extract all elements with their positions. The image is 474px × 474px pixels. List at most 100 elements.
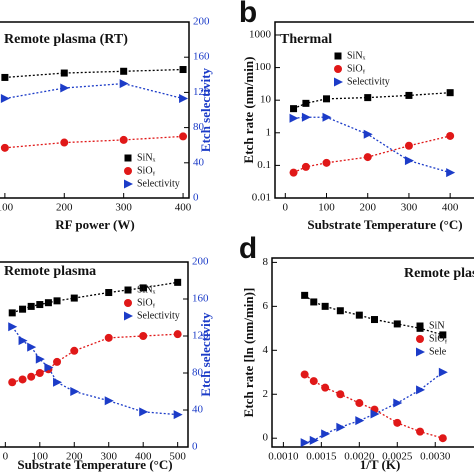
y-tick-label: 2 xyxy=(263,388,269,400)
marker xyxy=(105,289,113,297)
marker xyxy=(446,131,455,140)
y2-tick-label: 160 xyxy=(192,293,209,305)
marker xyxy=(173,330,182,339)
marker xyxy=(44,299,52,307)
marker xyxy=(393,398,403,408)
legend-marker xyxy=(334,65,342,73)
y2-tick-label: 80 xyxy=(192,367,204,379)
y2-tick-label: 200 xyxy=(192,256,209,268)
legend-label: SiOᵧ xyxy=(137,297,156,308)
y-tick-label: 1 xyxy=(266,126,272,138)
marker xyxy=(446,168,456,178)
legend-label: SiNₓ xyxy=(137,284,156,295)
marker xyxy=(301,162,310,171)
y2-tick-label: 40 xyxy=(192,404,204,416)
y-tick-label: 8 xyxy=(263,256,269,268)
marker xyxy=(27,302,35,310)
marker xyxy=(70,294,78,302)
legend-label: SiNₓ xyxy=(137,152,156,163)
legend-marker xyxy=(124,154,132,162)
series-line xyxy=(293,116,451,174)
marker xyxy=(301,291,309,299)
y2-tick-label: 160 xyxy=(193,51,210,63)
marker xyxy=(355,416,365,426)
marker xyxy=(355,399,364,408)
x-tick-label: 0.0010 xyxy=(268,451,299,463)
chart-title: Remote plasma xyxy=(4,264,96,279)
marker xyxy=(321,383,330,392)
y-tick-label: 1000 xyxy=(249,29,272,41)
marker xyxy=(8,322,18,332)
y2-axis-label: Etch selectivity xyxy=(198,312,213,397)
panel-letter: d xyxy=(239,232,257,265)
marker xyxy=(416,427,425,436)
series-line xyxy=(4,68,184,79)
x-tick-label: 0.0025 xyxy=(382,451,413,463)
marker xyxy=(336,307,344,315)
marker xyxy=(363,153,372,162)
marker xyxy=(302,99,310,107)
x-tick-label: 300 xyxy=(115,202,132,214)
legend-label: Selectivity xyxy=(137,178,180,189)
series-line xyxy=(12,333,178,383)
series-line xyxy=(4,82,184,100)
legend-label: Selectivity xyxy=(347,76,390,87)
x-tick-label: 300 xyxy=(100,451,117,463)
legend-marker xyxy=(334,52,342,60)
x-tick-label: 200 xyxy=(359,202,376,214)
marker xyxy=(363,129,373,139)
chart-title: Remote plas xyxy=(404,266,474,281)
marker xyxy=(438,367,448,377)
plot-frame xyxy=(271,257,474,448)
legend-marker xyxy=(416,347,425,357)
marker xyxy=(371,316,378,324)
y-tick-label: 0.1 xyxy=(257,159,271,171)
chart-title: Remote plasma (RT) xyxy=(4,32,128,47)
marker xyxy=(139,332,148,340)
x-tick-label: 400 xyxy=(135,451,152,463)
y2-tick-label: 120 xyxy=(192,330,209,342)
plot-frame xyxy=(0,21,190,199)
x-tick-label: 100 xyxy=(0,202,14,214)
y-axis-label: Etch rate [ln (nm/min)] xyxy=(241,288,256,418)
marker xyxy=(1,73,9,81)
marker xyxy=(0,143,9,152)
marker xyxy=(44,362,54,372)
panel-letter: b xyxy=(239,0,257,29)
series-line xyxy=(304,294,444,336)
marker xyxy=(119,79,129,89)
marker xyxy=(405,91,413,99)
marker xyxy=(18,375,27,384)
marker xyxy=(323,95,331,103)
x-axis-label: Substrate Temperature (°C) xyxy=(307,217,462,232)
marker xyxy=(70,387,80,396)
marker xyxy=(19,305,27,313)
marker xyxy=(36,301,44,309)
marker xyxy=(336,390,345,399)
legend-marker xyxy=(124,299,132,307)
chart-title: Thermal xyxy=(280,32,332,47)
marker xyxy=(53,357,62,366)
legend-label: SiOᵧ xyxy=(429,333,448,344)
y2-tick-label: 0 xyxy=(193,192,199,204)
marker xyxy=(139,407,149,417)
legend-marker xyxy=(416,322,424,330)
legend-label: SiN xyxy=(429,320,445,331)
y-tick-label: 4 xyxy=(263,344,269,356)
marker xyxy=(301,112,311,122)
marker xyxy=(446,89,454,97)
legend-label: Selectivity xyxy=(137,310,180,321)
legend-label: SiOᵧ xyxy=(137,165,156,176)
marker xyxy=(8,309,16,317)
marker xyxy=(27,372,36,381)
plot-frame xyxy=(0,261,189,448)
marker xyxy=(393,418,402,427)
series-line xyxy=(304,371,444,444)
x-tick-label: 0.0015 xyxy=(306,451,337,463)
marker xyxy=(70,346,79,355)
marker xyxy=(179,132,188,141)
legend-label: SiNₓ xyxy=(347,50,366,61)
marker xyxy=(322,158,331,167)
marker xyxy=(321,302,329,310)
